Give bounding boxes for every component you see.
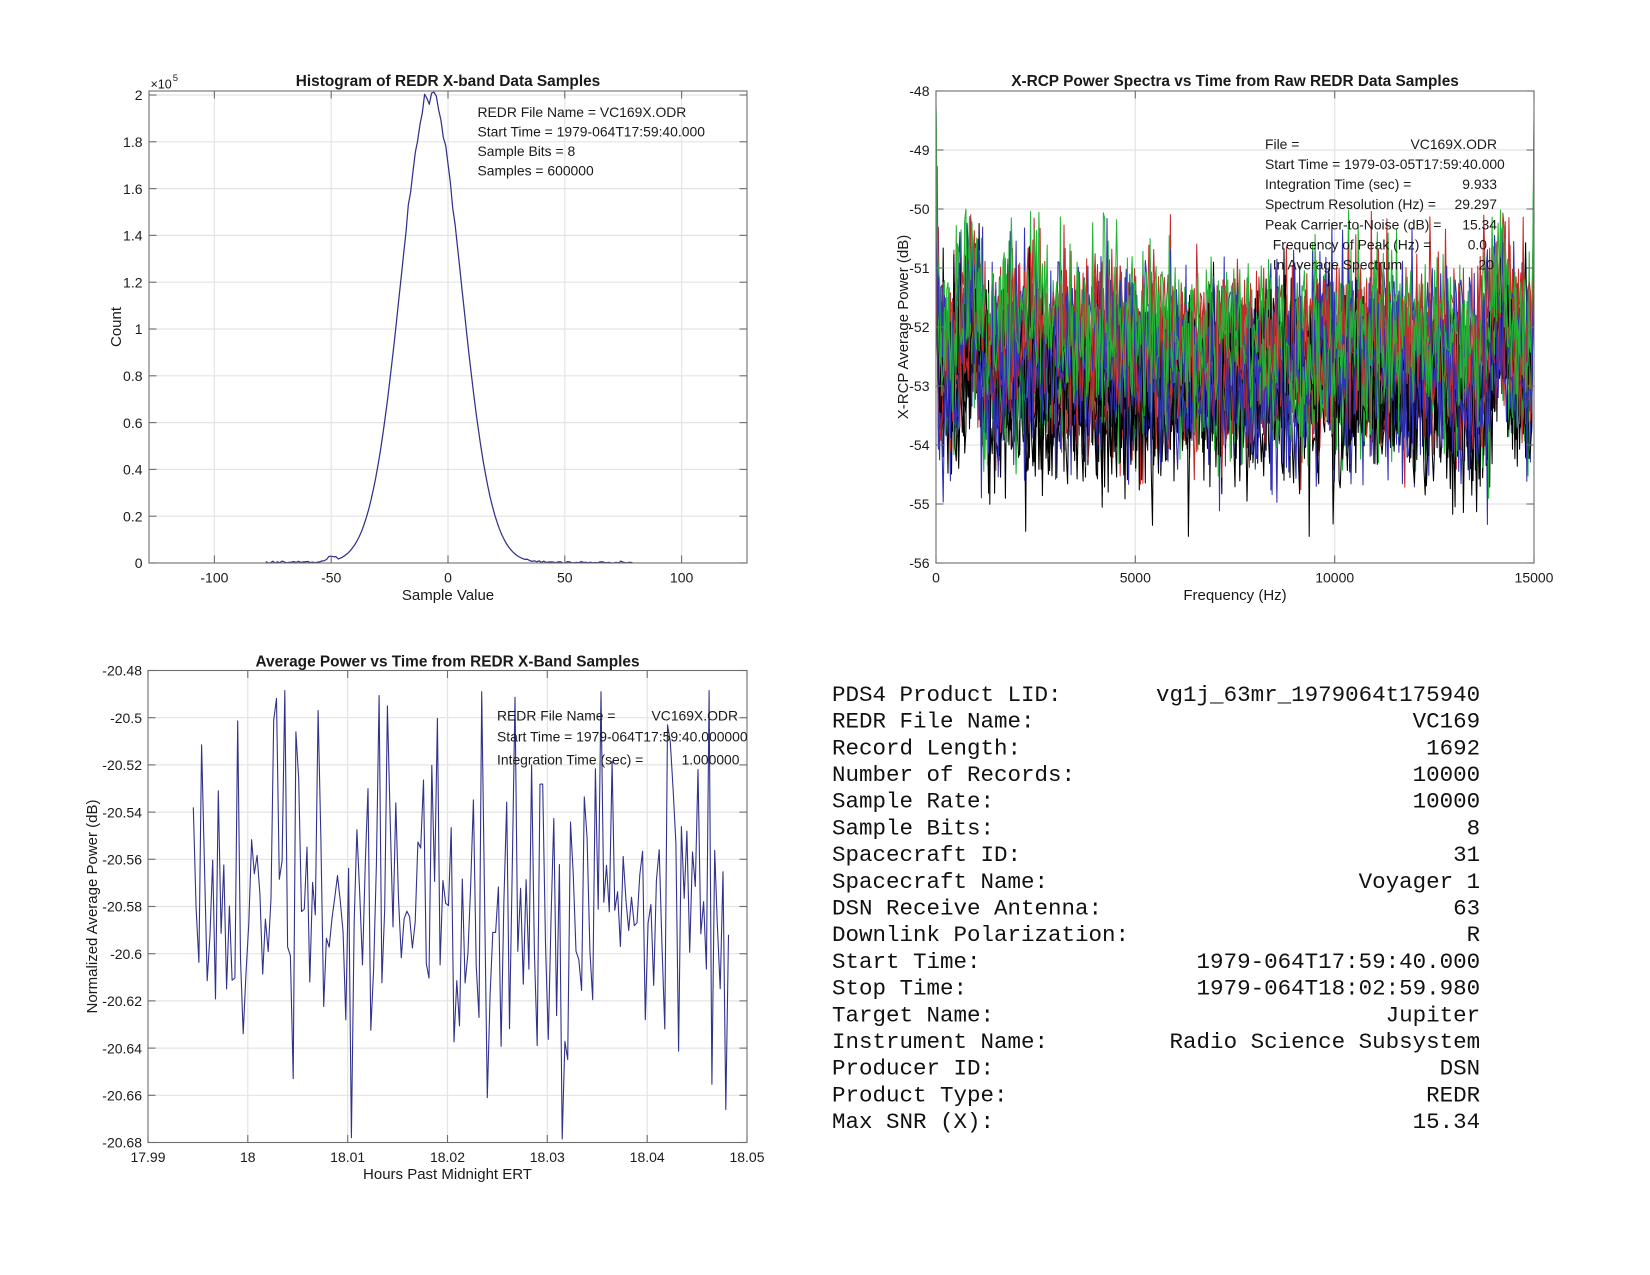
svg-text:1: 1 bbox=[135, 321, 143, 337]
svg-text:-48: -48 bbox=[909, 83, 929, 99]
svg-text:29.297: 29.297 bbox=[1455, 196, 1498, 212]
svg-text:9.933: 9.933 bbox=[1462, 176, 1497, 192]
svg-text:-20.48: -20.48 bbox=[102, 663, 142, 679]
svg-text:Number of Records:: Number of Records: 10000 bbox=[832, 762, 1480, 788]
svg-text:18: 18 bbox=[240, 1149, 256, 1165]
svg-text:-100: -100 bbox=[200, 569, 228, 585]
svg-text:Spacecraft ID:: Spacecraft ID: 31 bbox=[832, 842, 1480, 868]
svg-text:-20.52: -20.52 bbox=[102, 757, 142, 773]
svg-text:Normalized Average Power (dB): Normalized Average Power (dB) bbox=[84, 800, 101, 1014]
svg-text:-52: -52 bbox=[909, 319, 929, 335]
svg-text:Integration Time (sec) =: Integration Time (sec) = bbox=[497, 752, 643, 768]
svg-text:X-RCP Power Spectra vs Time fr: X-RCP Power Spectra vs Time from Raw RED… bbox=[1011, 73, 1459, 90]
svg-text:Sample Bits = 8: Sample Bits = 8 bbox=[478, 143, 576, 159]
svg-text:-20.58: -20.58 bbox=[102, 899, 142, 915]
svg-text:-20.62: -20.62 bbox=[102, 993, 142, 1009]
svg-text:Max SNR (X):: Max SNR (X): 15.34 bbox=[832, 1109, 1480, 1135]
svg-text:-54: -54 bbox=[909, 437, 929, 453]
svg-text:REDR File Name = VC169X.ODR: REDR File Name = VC169X.ODR bbox=[478, 104, 687, 120]
svg-text:Producer ID:: Producer ID: DSN bbox=[832, 1056, 1480, 1082]
svg-text:-20.5: -20.5 bbox=[110, 710, 142, 726]
svg-text:VC169X.ODR: VC169X.ODR bbox=[652, 707, 738, 723]
svg-text:17.99: 17.99 bbox=[130, 1149, 165, 1165]
svg-text:0.2: 0.2 bbox=[123, 508, 143, 524]
svg-text:Sample Bits:: Sample Bits: 8 bbox=[832, 815, 1480, 841]
svg-text:PDS4 Product LID: vg1j_6: PDS4 Product LID: vg1j_63mr_1979064t1759… bbox=[832, 682, 1480, 708]
svg-text:1.2: 1.2 bbox=[123, 274, 143, 290]
svg-text:×10: ×10 bbox=[151, 78, 172, 92]
svg-text:File =: File = bbox=[1265, 136, 1299, 152]
svg-text:15.34: 15.34 bbox=[1462, 216, 1497, 232]
svg-text:0.6: 0.6 bbox=[123, 415, 143, 431]
svg-text:Start Time = 1979-064T17:59:40: Start Time = 1979-064T17:59:40.000 bbox=[478, 123, 706, 139]
svg-text:REDR File Name =: REDR File Name = bbox=[497, 707, 615, 723]
svg-text:1.6: 1.6 bbox=[123, 181, 143, 197]
svg-text:Spacecraft Name:: Spacecraft Name: Voyager 1 bbox=[832, 869, 1480, 895]
svg-text:15000: 15000 bbox=[1515, 569, 1554, 585]
svg-text:Integration Time (sec) =: Integration Time (sec) = bbox=[1265, 176, 1411, 192]
svg-text:Frequency of Peak (Hz) =: Frequency of Peak (Hz) = bbox=[1265, 236, 1431, 252]
svg-text:18.04: 18.04 bbox=[630, 1149, 665, 1165]
svg-text:1.8: 1.8 bbox=[123, 134, 143, 150]
svg-text:Samples = 600000: Samples = 600000 bbox=[478, 163, 595, 179]
svg-text:Histogram of REDR X-band Data: Histogram of REDR X-band Data Samples bbox=[296, 73, 600, 90]
svg-text:1.000000: 1.000000 bbox=[682, 752, 740, 768]
svg-text:Target Name:: Target Name: Jupiter bbox=[832, 1002, 1480, 1028]
svg-text:Downlink Polarization:: Downlink Polarization: R bbox=[832, 922, 1480, 948]
svg-text:0.8: 0.8 bbox=[123, 368, 143, 384]
svg-text:2: 2 bbox=[135, 87, 143, 103]
svg-text:-20.68: -20.68 bbox=[102, 1135, 142, 1151]
svg-text:20: 20 bbox=[1479, 256, 1495, 272]
svg-text:Product Type:: Product Type: REDR bbox=[832, 1082, 1480, 1108]
svg-text:Average Power vs Time from RED: Average Power vs Time from REDR X-Band S… bbox=[255, 654, 639, 671]
svg-text:DSN Receive Antenna:: DSN Receive Antenna: 63 bbox=[832, 896, 1480, 922]
svg-text:18.01: 18.01 bbox=[330, 1149, 365, 1165]
svg-text:X-RCP Average Power (dB): X-RCP Average Power (dB) bbox=[895, 235, 912, 420]
svg-text:18.02: 18.02 bbox=[430, 1149, 465, 1165]
svg-text:-55: -55 bbox=[909, 496, 929, 512]
svg-text:100: 100 bbox=[670, 569, 694, 585]
svg-text:0.4: 0.4 bbox=[123, 462, 143, 478]
svg-text:0: 0 bbox=[135, 555, 143, 571]
svg-text:0: 0 bbox=[444, 569, 452, 585]
svg-text:-53: -53 bbox=[909, 378, 929, 394]
svg-text:5: 5 bbox=[173, 73, 178, 84]
svg-text:-20.66: -20.66 bbox=[102, 1088, 142, 1104]
svg-text:0.0: 0.0 bbox=[1468, 236, 1488, 252]
svg-text:-20.6: -20.6 bbox=[110, 946, 142, 962]
svg-text:18.05: 18.05 bbox=[729, 1149, 764, 1165]
svg-text:Spectrum Resolution (Hz) =: Spectrum Resolution (Hz) = bbox=[1265, 196, 1436, 212]
svg-text:-20.54: -20.54 bbox=[102, 804, 142, 820]
svg-text:Record Length:: Record Length: 1692 bbox=[832, 735, 1480, 761]
svg-text:Hours Past Midnight ERT: Hours Past Midnight ERT bbox=[363, 1166, 532, 1183]
svg-text:In Average Spectrum: In Average Spectrum bbox=[1265, 256, 1402, 272]
svg-text:Sample Rate:: Sample Rate: 10000 bbox=[832, 789, 1480, 815]
svg-text:5000: 5000 bbox=[1120, 569, 1151, 585]
svg-text:-20.64: -20.64 bbox=[102, 1040, 142, 1056]
svg-text:-50: -50 bbox=[909, 201, 929, 217]
svg-text:Start Time = 1979-03-05T17:59:: Start Time = 1979-03-05T17:59:40.000 bbox=[1265, 156, 1505, 172]
svg-text:Peak Carrier-to-Noise (dB) =: Peak Carrier-to-Noise (dB) = bbox=[1265, 216, 1441, 232]
svg-text:Instrument Name: Radio: Instrument Name: Radio Science Subsystem bbox=[832, 1029, 1480, 1055]
svg-text:Start Time = 1979-064T17:59:40: Start Time = 1979-064T17:59:40.000000 bbox=[497, 729, 748, 745]
svg-text:-49: -49 bbox=[909, 142, 929, 158]
svg-text:-50: -50 bbox=[321, 569, 341, 585]
svg-text:Stop Time: 197: Stop Time: 1979-064T18:02:59.980 bbox=[832, 976, 1480, 1002]
svg-text:-20.56: -20.56 bbox=[102, 852, 142, 868]
svg-text:-56: -56 bbox=[909, 555, 929, 571]
svg-text:1.4: 1.4 bbox=[123, 228, 143, 244]
svg-text:-51: -51 bbox=[909, 260, 929, 276]
svg-text:REDR File Name:: REDR File Name: VC169 bbox=[832, 709, 1480, 735]
svg-text:18.03: 18.03 bbox=[530, 1149, 565, 1165]
svg-text:50: 50 bbox=[557, 569, 573, 585]
svg-text:0: 0 bbox=[932, 569, 940, 585]
svg-text:10000: 10000 bbox=[1315, 569, 1354, 585]
svg-text:Sample Value: Sample Value bbox=[402, 587, 494, 604]
svg-text:Start Time: 197: Start Time: 1979-064T17:59:40.000 bbox=[832, 949, 1480, 975]
svg-text:Frequency (Hz): Frequency (Hz) bbox=[1183, 587, 1286, 604]
svg-text:VC169X.ODR: VC169X.ODR bbox=[1411, 136, 1497, 152]
svg-text:Count: Count bbox=[108, 306, 125, 347]
